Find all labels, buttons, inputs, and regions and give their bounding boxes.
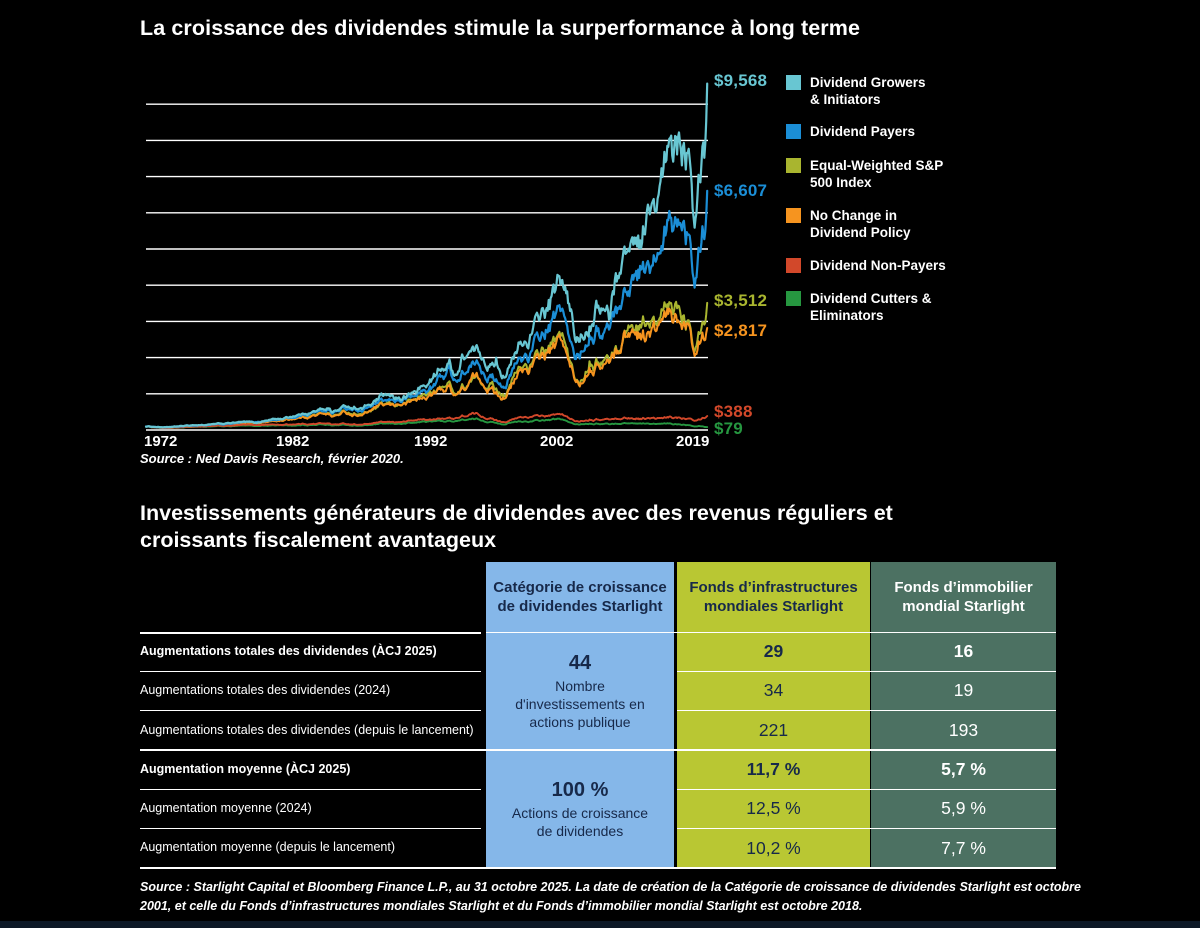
row-label-average-increase-inception: Augmentation moyenne (depuis le lancemen… — [140, 840, 396, 854]
legend-label: Dividend Growers — [810, 75, 926, 90]
cell-infra-total-inception: 221 — [758, 719, 789, 740]
chart-source-note: Source : Ned Davis Research, février 202… — [140, 451, 404, 466]
value-label-equal-weighted: $3,512 — [714, 291, 768, 310]
legend-swatch-teal — [786, 75, 801, 90]
legend-item-non-payers: Dividend Non-Payers — [786, 257, 946, 274]
table-source-note: Source : Starlight Capital et Bloomberg … — [140, 878, 1130, 916]
header-label: Catégorie de croissance de dividendes St… — [493, 579, 667, 615]
funds-table: Catégorie de croissance de dividendes St… — [140, 562, 1057, 869]
row-divider — [140, 827, 481, 829]
x-axis-label-1972: 1972 — [144, 433, 178, 450]
table-column-header-dividend-category: Catégorie de croissance de dividendes St… — [486, 562, 674, 632]
value-label-no-change: $2,817 — [714, 321, 768, 340]
header-divider — [486, 631, 1056, 633]
row-divider — [140, 632, 481, 634]
cell-immo-avg-ytd: 5,7 % — [941, 759, 986, 779]
table-source-line1: Source : Starlight Capital et Bloomberg … — [140, 880, 1082, 894]
cell-immo-total-ytd: 16 — [953, 641, 974, 661]
x-axis-label-2019: 2019 — [676, 433, 710, 450]
legend-item-cutters: Dividend Cutters & Eliminators — [786, 290, 932, 324]
series-line-equal-weighted-s-p-500-index — [145, 300, 709, 429]
table-source-line2: 2001, et celle du Fonds d’infrastructure… — [140, 899, 863, 913]
series-line-no-change-in-dividend-policy — [145, 307, 709, 429]
legend-label: & Initiators — [810, 92, 881, 107]
row-divider — [140, 709, 481, 711]
legend-swatch-green — [786, 291, 801, 306]
series-line-dividend-payers — [144, 189, 709, 429]
cell-immo-total-2024: 19 — [953, 680, 974, 700]
legend-swatch-blue — [786, 124, 801, 139]
row-label-total-increases-2024: Augmentations totales des dividendes (20… — [140, 683, 391, 697]
cell-infra-total-2024: 34 — [763, 680, 784, 700]
row-divider — [677, 788, 1056, 790]
cell-immo-avg-inception: 7,7 % — [941, 837, 986, 858]
header-label: Fonds d’immobilier mondial Starlight — [894, 579, 1033, 615]
x-axis-label-2002: 2002 — [540, 433, 574, 450]
row-label-total-increases-ytd: Augmentations totales des dividendes (ÀC… — [140, 644, 437, 658]
legend-swatch-orange — [786, 208, 801, 223]
value-label-cutters: $79 — [714, 419, 743, 438]
row-divider — [677, 670, 1056, 672]
table-column-header-real-estate-fund: Fonds d’immobilier mondial Starlight — [871, 562, 1056, 632]
table-section-title-line2: croissants fiscalement avantageux — [140, 528, 497, 552]
chart-title: La croissance des dividendes stimule la … — [140, 16, 861, 40]
legend-label: No Change in — [810, 208, 897, 223]
table-bottom-divider — [140, 866, 1056, 869]
row-label-total-increases-inception: Augmentations totales des dividendes (de… — [140, 722, 474, 737]
legend-item-no-change: No Change in Dividend Policy — [786, 207, 911, 241]
merged-cell-caption: Nombre d'investissements en actions publ… — [515, 677, 645, 730]
row-divider — [140, 670, 481, 672]
merged-cell-dividend-growth-equities: 100 % Actions de croissance de dividende… — [486, 750, 674, 868]
table-section-title-line1: Investissements générateurs de dividende… — [140, 501, 893, 525]
cell-infra-avg-inception: 10,2 % — [746, 837, 801, 858]
cell-infra-total-ytd: 29 — [763, 641, 784, 661]
legend-label: Dividend Non-Payers — [810, 258, 946, 273]
row-label-average-increase-ytd: Augmentation moyenne (ÀCJ 2025) — [140, 762, 351, 776]
legend-swatch-red — [786, 258, 801, 273]
merged-cell-value: 100 % — [551, 778, 609, 801]
cell-infra-avg-2024: 12,5 % — [746, 798, 801, 818]
legend-swatch-olive — [786, 158, 801, 173]
dividend-growth-line-chart — [144, 82, 709, 431]
merged-cell-value: 44 — [568, 651, 592, 674]
cell-immo-avg-2024: 5,9 % — [941, 798, 986, 818]
legend-item-equal-weighted: Equal-Weighted S&P 500 Index — [786, 157, 943, 191]
series-line-dividend-growers-initiators — [144, 82, 709, 429]
footer-bar — [0, 921, 1200, 928]
table-section-title: Investissements générateurs de dividende… — [140, 500, 1120, 554]
legend-label: Dividend Policy — [810, 225, 911, 240]
legend-item-payers: Dividend Payers — [786, 123, 915, 140]
cell-immo-total-inception: 193 — [948, 719, 979, 740]
legend-label: Dividend Cutters & — [810, 291, 932, 306]
legend-label: Eliminators — [810, 308, 884, 323]
value-label-growers: $9,568 — [714, 71, 768, 90]
series-line-dividend-non-payers — [145, 411, 709, 429]
x-axis-label-1992: 1992 — [414, 433, 448, 450]
value-label-non-payers: $388 — [714, 402, 753, 421]
merged-cell-caption: Actions de croissance de dividendes — [511, 804, 649, 839]
legend-item-growers: Dividend Growers & Initiators — [786, 74, 926, 108]
value-label-payers: $6,607 — [714, 181, 768, 200]
row-label-average-increase-2024: Augmentation moyenne (2024) — [140, 801, 312, 815]
section-divider — [140, 749, 1056, 751]
cell-infra-avg-ytd: 11,7 % — [746, 759, 801, 779]
legend-label: Dividend Payers — [810, 124, 916, 139]
table-column-header-infrastructure-fund: Fonds d’infrastructures mondiales Starli… — [677, 562, 870, 632]
row-divider — [140, 788, 481, 790]
legend-label: Equal-Weighted S&P — [810, 158, 944, 173]
row-divider — [677, 827, 1056, 829]
header-label: Fonds d’infrastructures mondiales Starli… — [689, 579, 858, 615]
merged-cell-investments-count: 44 Nombre d'investissements en actions p… — [486, 632, 674, 750]
row-divider — [677, 709, 1056, 711]
legend-label: 500 Index — [810, 175, 872, 190]
x-axis-label-1982: 1982 — [276, 433, 310, 450]
